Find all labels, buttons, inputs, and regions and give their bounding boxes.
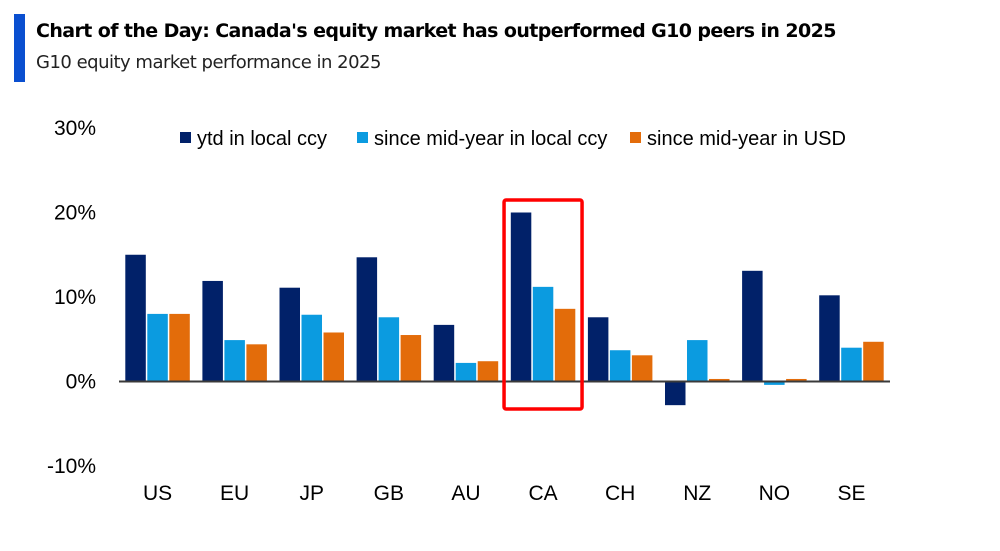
x-tick-label: GB — [374, 482, 404, 505]
bar-nz-series-1 — [687, 340, 708, 382]
x-tick-label: AU — [451, 482, 480, 505]
bar-ca-series-2 — [554, 308, 576, 382]
bars — [125, 212, 884, 406]
bar-ca-series-1 — [532, 286, 554, 382]
bar-gb-series-1 — [378, 317, 400, 382]
x-tick-label: EU — [220, 482, 249, 505]
highlight-box — [502, 198, 584, 411]
legend: ytd in local ccy since mid-year in local … — [180, 128, 846, 150]
y-tick-label: 30% — [54, 117, 96, 140]
bar-us-series-0 — [125, 254, 146, 382]
bar-au-series-2 — [477, 361, 499, 382]
x-tick-label: CA — [528, 482, 557, 505]
bar-jp-series-2 — [323, 332, 344, 382]
legend-label: since mid-year in USD — [647, 128, 846, 150]
bar-se-series-0 — [819, 295, 840, 382]
y-tick-label: 20% — [54, 202, 96, 225]
bar-nz-series-0 — [665, 381, 686, 406]
legend-label: since mid-year in local ccy — [374, 128, 607, 150]
bar-jp-series-0 — [279, 287, 300, 382]
chart-title: Chart of the Day: Canada's equity market… — [36, 20, 836, 42]
x-tick-label: US — [143, 482, 172, 505]
bar-au-series-0 — [433, 324, 455, 382]
bar-gb-series-0 — [356, 257, 378, 382]
y-axis: 30% 20% 10% 0% -10% — [47, 117, 96, 478]
x-tick-label: SE — [837, 482, 865, 505]
bar-no-series-1 — [764, 381, 785, 385]
legend-label: ytd in local ccy — [197, 128, 327, 150]
bar-jp-series-1 — [301, 314, 322, 382]
bar-no-series-0 — [742, 270, 763, 382]
bar-au-series-1 — [455, 362, 477, 382]
bar-eu-series-0 — [202, 280, 223, 382]
legend-swatch — [357, 132, 368, 143]
bar-ch-series-0 — [587, 317, 609, 382]
bar-se-series-1 — [841, 347, 862, 382]
x-tick-label: JP — [299, 482, 324, 505]
y-tick-label: -10% — [47, 455, 96, 478]
legend-swatch — [630, 132, 641, 143]
x-tick-label: NO — [759, 482, 791, 505]
bar-ch-series-2 — [631, 355, 653, 382]
bar-us-series-1 — [147, 313, 168, 382]
bar-ca-series-0 — [510, 212, 532, 382]
bar-eu-series-1 — [224, 340, 245, 382]
bar-no-series-2 — [786, 378, 807, 382]
y-tick-label: 10% — [54, 286, 96, 309]
bar-gb-series-2 — [400, 335, 422, 382]
chart-subtitle: G10 equity market performance in 2025 — [36, 52, 381, 73]
x-tick-label: CH — [605, 482, 635, 505]
x-axis: US EU JP GB AU CA CH NZ NO SE — [143, 482, 866, 505]
bar-us-series-2 — [169, 313, 190, 382]
bar-eu-series-2 — [246, 344, 267, 382]
legend-swatch — [180, 132, 191, 143]
bar-se-series-2 — [863, 341, 884, 382]
bar-ch-series-1 — [609, 350, 631, 382]
bar-nz-series-2 — [709, 378, 730, 382]
title-accent-bar — [14, 14, 25, 82]
x-tick-label: NZ — [683, 482, 711, 505]
y-tick-label: 0% — [66, 371, 96, 394]
